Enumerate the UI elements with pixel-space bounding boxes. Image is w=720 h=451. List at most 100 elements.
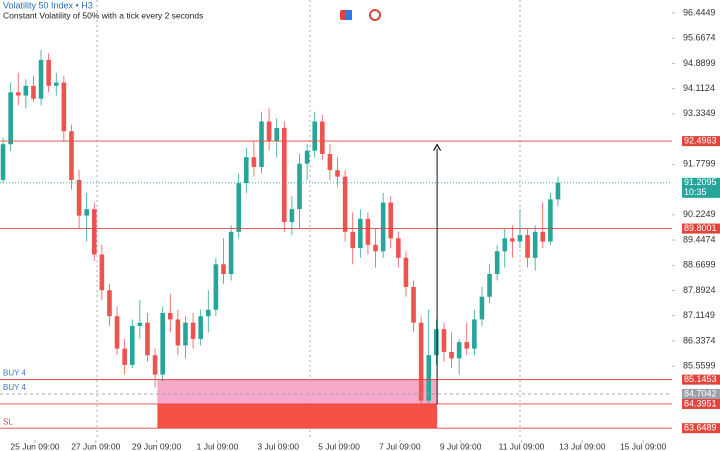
chart-subtitle: Constant Volatility of 50% with a tick e… (3, 10, 203, 20)
candle-body (373, 244, 378, 252)
candle-body (548, 199, 553, 242)
candle-body (434, 329, 439, 356)
toolbar-icon-part (346, 10, 352, 20)
candle-body (426, 355, 432, 401)
candle-body (464, 342, 470, 349)
candle-body (107, 290, 112, 317)
candle-body (160, 312, 165, 375)
candle-body (289, 209, 295, 223)
price-label: 92.4963 (684, 135, 717, 145)
y-tick-label: 89.4474 (683, 234, 716, 244)
candle-body (396, 238, 401, 258)
candle-body (555, 182, 561, 200)
candle-body (335, 170, 340, 177)
x-tick-label: 27 Jun 09:00 (71, 441, 120, 451)
candle-body (221, 264, 226, 275)
candle-body (0, 144, 6, 180)
candle-body (213, 264, 219, 310)
candle-body (53, 82, 59, 86)
price-label-box (682, 423, 720, 434)
x-tick-label: 1 Jul 09:00 (197, 441, 239, 451)
candle-body (365, 218, 371, 245)
y-tick-label: 87.8924 (683, 285, 716, 295)
y-tick-label: 96.4449 (683, 7, 716, 17)
y-tick-label: 85.5599 (683, 361, 716, 371)
zone (157, 403, 438, 429)
candle-body (479, 296, 485, 320)
candle-body (312, 121, 318, 151)
candle-body (91, 209, 97, 255)
x-tick-label: 5 Jul 09:00 (318, 441, 360, 451)
candle-body (137, 322, 143, 326)
candle-body (525, 235, 530, 258)
candle-body (69, 131, 74, 180)
candle-body (46, 59, 51, 86)
candle-body (129, 325, 135, 365)
candle-body (251, 157, 257, 167)
x-tick-label: 15 Jul 09:00 (620, 441, 667, 451)
y-tick-label: 94.8899 (683, 58, 716, 68)
candle-body (380, 202, 386, 252)
level-name: BUY 4 (3, 369, 27, 378)
chart-title: Volatility 50 Index • H3 (3, 0, 93, 10)
candle-body (320, 121, 325, 154)
price-label: 91.2095 (684, 177, 717, 187)
candle-body (350, 231, 356, 249)
candle-body (358, 218, 363, 249)
candle-body (472, 319, 477, 349)
zone (157, 379, 438, 404)
price-label-box (682, 398, 720, 409)
y-tick-label: 95.6674 (683, 33, 716, 43)
candle-body (403, 257, 409, 287)
candle-body (8, 92, 13, 145)
y-tick-label: 86.3374 (683, 335, 716, 345)
y-tick-label: 93.3349 (683, 108, 716, 118)
candle-body (494, 251, 500, 275)
price-label: 84.3951 (684, 398, 717, 408)
candle-body (243, 157, 249, 184)
candle-body (61, 82, 67, 132)
toolbar-icon[interactable] (369, 9, 381, 21)
candle-body (198, 316, 203, 339)
arrow-head (433, 143, 442, 151)
x-tick-label: 9 Jul 09:00 (440, 441, 482, 451)
candle-body (236, 183, 241, 232)
candle-body (540, 231, 546, 242)
candle-body (456, 342, 462, 359)
candle-body (228, 231, 234, 275)
candle-body (441, 329, 447, 352)
price-label: 84.7042 (684, 388, 717, 398)
y-tick-label: 87.1149 (683, 310, 715, 320)
candle-body (274, 127, 280, 141)
candle-body (190, 322, 196, 339)
candle-body (183, 322, 188, 346)
price-label-box (682, 136, 720, 147)
candle-body (388, 202, 394, 239)
candle-body (259, 121, 264, 167)
x-tick-label: 13 Jul 09:00 (559, 441, 606, 451)
candle-body (84, 209, 89, 216)
candle-body (297, 163, 302, 210)
candle-body (152, 355, 158, 375)
price-label-box (682, 388, 720, 399)
candle-body (15, 92, 21, 96)
candle-body (449, 351, 454, 359)
candle-body (342, 176, 348, 232)
candle-body (38, 59, 44, 99)
candle-body (122, 348, 127, 365)
candle-body (510, 238, 515, 242)
y-tick-label: 94.1124 (683, 83, 715, 93)
x-tick-label: 29 Jun 09:00 (132, 441, 181, 451)
x-tick-label: 11 Jul 09:00 (499, 441, 545, 451)
countdown: 10:35 (684, 187, 707, 197)
price-label: 85.1453 (684, 374, 717, 384)
candle-body (99, 254, 105, 291)
candle-body (532, 231, 538, 258)
price-label: 83.6489 (684, 423, 717, 433)
candle-body (487, 274, 492, 297)
candle-body (282, 127, 287, 223)
price-label-box (682, 374, 720, 385)
candle-body (175, 319, 181, 346)
candle-body (23, 85, 29, 96)
